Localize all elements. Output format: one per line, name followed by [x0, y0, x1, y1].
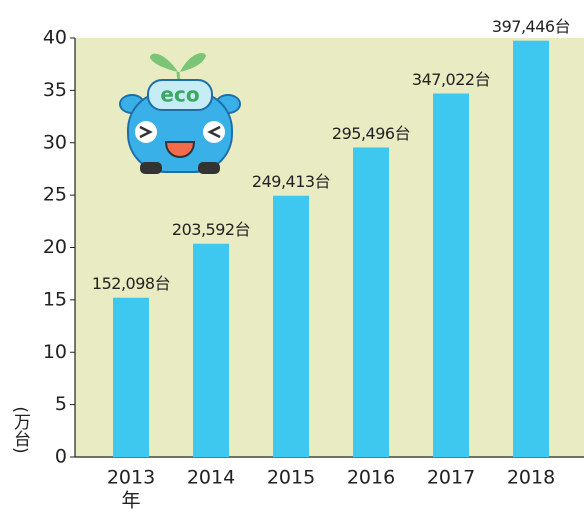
- bar: [513, 41, 549, 457]
- page: eco (万台) 年 0 5 10 15 20 25 30 35 40 2013 152,098台 2…: [0, 0, 584, 513]
- x-tick-label: 2017: [427, 467, 475, 489]
- y-tick-label: 10: [43, 341, 67, 363]
- y-tick-label: 40: [43, 27, 67, 49]
- bar: [113, 298, 149, 457]
- value-label: 397,446台: [492, 17, 570, 36]
- bar: [433, 93, 469, 457]
- bar: [353, 147, 389, 457]
- y-tick-label: 15: [43, 288, 67, 310]
- y-tick-label: 20: [43, 236, 67, 258]
- value-label: 249,413台: [252, 172, 330, 191]
- chart: eco (万台) 年 0 5 10 15 20 25 30 35 40 2013 152,098台 2…: [0, 0, 584, 513]
- x-tick-label: 2016: [347, 467, 395, 489]
- y-tick-label: 35: [43, 79, 67, 101]
- x-tick-label: 2015: [267, 467, 315, 489]
- value-label: 152,098台: [92, 274, 170, 293]
- x-axis-label: 年: [121, 490, 140, 512]
- y-axis-label: (万台): [10, 406, 31, 453]
- bar: [193, 244, 229, 457]
- value-label: 295,496台: [332, 124, 410, 143]
- x-tick-label: 2013: [107, 467, 155, 489]
- x-tick-label: 2018: [507, 467, 555, 489]
- y-tick-label: 0: [55, 446, 67, 468]
- y-tick-label: 5: [55, 393, 67, 415]
- y-tick-label: 25: [43, 184, 67, 206]
- illustration-text: eco: [160, 83, 199, 107]
- x-tick-label: 2014: [187, 467, 235, 489]
- value-label: 347,022台: [412, 70, 490, 89]
- y-tick-label: 30: [43, 131, 67, 153]
- bar: [273, 196, 309, 457]
- value-label: 203,592台: [172, 220, 250, 239]
